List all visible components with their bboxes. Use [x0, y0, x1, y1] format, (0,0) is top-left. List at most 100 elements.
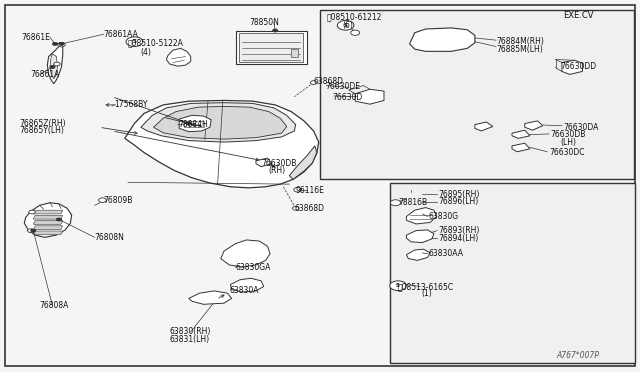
Circle shape: [28, 229, 34, 232]
Text: 76885M(LH): 76885M(LH): [496, 45, 543, 54]
Text: EXE.CV: EXE.CV: [563, 11, 594, 20]
Text: 76865Y(LH): 76865Y(LH): [19, 126, 64, 135]
Polygon shape: [512, 143, 530, 152]
Polygon shape: [24, 203, 72, 237]
Polygon shape: [125, 100, 319, 188]
Text: 76630DC: 76630DC: [549, 148, 584, 157]
Text: 78884H: 78884H: [178, 120, 207, 129]
Ellipse shape: [422, 35, 435, 46]
Polygon shape: [289, 146, 317, 179]
Text: 76630DE: 76630DE: [325, 82, 360, 91]
Circle shape: [294, 187, 301, 192]
Text: 96116E: 96116E: [296, 186, 324, 195]
Polygon shape: [141, 103, 296, 142]
Bar: [390, 183, 635, 363]
Polygon shape: [221, 240, 270, 267]
Text: 17568BY: 17568BY: [114, 100, 147, 109]
Circle shape: [337, 20, 354, 30]
Text: 76861E: 76861E: [21, 33, 50, 42]
Text: S: S: [344, 23, 348, 28]
Text: 76884M(RH): 76884M(RH): [496, 37, 544, 46]
Text: 76861A: 76861A: [31, 70, 60, 79]
Circle shape: [310, 81, 317, 84]
Bar: [236, 31, 307, 64]
Polygon shape: [406, 208, 436, 224]
Ellipse shape: [265, 180, 308, 195]
Text: 76895(RH): 76895(RH): [438, 190, 480, 199]
Circle shape: [50, 65, 55, 68]
Text: 76808N: 76808N: [95, 233, 125, 242]
Text: (4): (4): [141, 48, 152, 57]
Polygon shape: [189, 291, 232, 304]
Text: 63868D: 63868D: [314, 77, 344, 86]
Text: 63830A: 63830A: [229, 286, 259, 295]
Text: 63830(RH): 63830(RH): [170, 327, 211, 336]
Polygon shape: [230, 278, 264, 292]
Polygon shape: [355, 89, 384, 104]
Polygon shape: [33, 221, 63, 224]
Text: 倅08510-5122A: 倅08510-5122A: [128, 38, 184, 47]
Polygon shape: [50, 54, 58, 79]
Text: (LH): (LH): [560, 138, 576, 147]
Ellipse shape: [274, 183, 300, 192]
Text: 76630DA: 76630DA: [563, 123, 598, 132]
Polygon shape: [406, 230, 434, 243]
Polygon shape: [33, 210, 63, 214]
Circle shape: [31, 229, 36, 232]
Circle shape: [29, 210, 35, 214]
Polygon shape: [47, 43, 63, 84]
Polygon shape: [512, 130, 530, 138]
Polygon shape: [475, 122, 493, 131]
Polygon shape: [166, 48, 191, 66]
Polygon shape: [406, 249, 430, 260]
Text: S: S: [132, 39, 136, 44]
Text: 63868D: 63868D: [294, 204, 324, 213]
Bar: [320, 10, 634, 179]
Circle shape: [52, 42, 58, 45]
Text: 63830AA: 63830AA: [429, 249, 464, 258]
Polygon shape: [256, 158, 272, 167]
Polygon shape: [562, 60, 582, 74]
Circle shape: [390, 281, 406, 291]
Polygon shape: [33, 215, 63, 219]
Text: 倅08510-61212: 倅08510-61212: [326, 12, 382, 21]
Polygon shape: [154, 106, 287, 139]
Text: 76861AA: 76861AA: [104, 30, 138, 39]
Circle shape: [292, 206, 299, 210]
Text: 76630D: 76630D: [333, 93, 363, 102]
Polygon shape: [33, 231, 63, 235]
Circle shape: [126, 37, 143, 46]
Polygon shape: [525, 121, 543, 130]
Circle shape: [390, 200, 401, 206]
Text: (1): (1): [421, 289, 432, 298]
Text: 76893(RH): 76893(RH): [438, 226, 480, 235]
Bar: [184, 121, 204, 127]
Text: 倅08513-6165C: 倅08513-6165C: [398, 282, 454, 291]
Text: 63830G: 63830G: [429, 212, 459, 221]
Circle shape: [56, 218, 61, 221]
Ellipse shape: [151, 179, 195, 193]
Circle shape: [58, 42, 65, 47]
Text: 76809B: 76809B: [104, 196, 133, 205]
Text: 76865Z(RH): 76865Z(RH): [19, 119, 66, 128]
Text: 76808A: 76808A: [40, 301, 69, 310]
Text: 63831(LH): 63831(LH): [170, 335, 210, 344]
Text: (6): (6): [342, 21, 353, 30]
Text: (RH): (RH): [269, 166, 286, 175]
Circle shape: [99, 198, 106, 202]
Circle shape: [186, 122, 191, 125]
Text: A767*007P: A767*007P: [557, 351, 600, 360]
Text: S: S: [396, 283, 400, 288]
Text: 76896(LH): 76896(LH): [438, 197, 479, 206]
Ellipse shape: [160, 182, 186, 190]
Circle shape: [273, 29, 278, 32]
Circle shape: [59, 42, 64, 45]
Text: 76630DD: 76630DD: [560, 62, 596, 71]
Bar: [406, 192, 422, 203]
Bar: [239, 33, 303, 62]
Text: 78850N: 78850N: [250, 18, 280, 27]
Text: 76630DB: 76630DB: [550, 130, 586, 139]
Text: 76630DB: 76630DB: [261, 159, 296, 168]
Bar: [291, 49, 298, 57]
Polygon shape: [179, 115, 211, 132]
